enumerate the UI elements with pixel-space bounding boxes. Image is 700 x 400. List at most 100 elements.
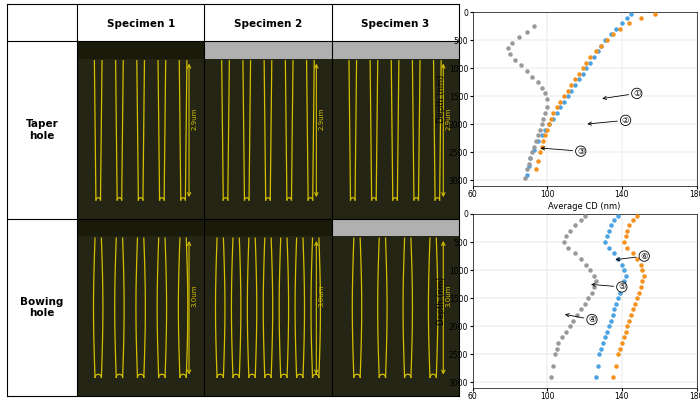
Point bbox=[612, 295, 624, 301]
Text: ①: ① bbox=[603, 89, 640, 100]
Point bbox=[570, 250, 581, 256]
Text: ④: ④ bbox=[566, 314, 596, 324]
Point bbox=[515, 62, 526, 68]
Point bbox=[622, 323, 633, 330]
Point bbox=[538, 116, 549, 122]
Point bbox=[612, 212, 624, 219]
Point bbox=[570, 82, 581, 88]
Point bbox=[618, 334, 629, 341]
Point bbox=[620, 272, 631, 279]
Point bbox=[587, 289, 598, 296]
Point bbox=[615, 26, 626, 32]
Point bbox=[599, 239, 610, 245]
Point bbox=[607, 31, 618, 38]
Point bbox=[540, 127, 551, 133]
Point bbox=[573, 76, 584, 82]
Point bbox=[547, 116, 559, 122]
Point bbox=[650, 10, 661, 17]
Point bbox=[624, 20, 635, 26]
Point bbox=[560, 329, 571, 335]
Point bbox=[534, 149, 545, 156]
Point bbox=[610, 26, 622, 32]
Point bbox=[603, 323, 615, 330]
Point bbox=[523, 160, 534, 167]
Point bbox=[615, 289, 626, 296]
Point bbox=[571, 312, 582, 318]
Point bbox=[564, 323, 575, 330]
Point bbox=[532, 79, 543, 85]
Point bbox=[562, 93, 573, 99]
Point bbox=[559, 93, 570, 99]
Y-axis label: Depth (nm): Depth (nm) bbox=[437, 75, 446, 123]
Point bbox=[521, 28, 532, 35]
Point bbox=[562, 87, 573, 94]
Point bbox=[560, 233, 571, 240]
Point bbox=[581, 59, 592, 66]
Point bbox=[579, 301, 590, 307]
X-axis label: Average CD (nm): Average CD (nm) bbox=[548, 202, 621, 211]
Point bbox=[545, 116, 557, 122]
Point bbox=[553, 340, 564, 346]
Point bbox=[581, 65, 592, 71]
Point bbox=[549, 351, 560, 358]
Point bbox=[540, 132, 551, 139]
Point bbox=[631, 212, 643, 219]
Point bbox=[540, 90, 551, 96]
Point bbox=[547, 362, 559, 369]
FancyBboxPatch shape bbox=[77, 219, 204, 396]
Point bbox=[588, 284, 599, 290]
Point bbox=[622, 228, 633, 234]
Point bbox=[506, 40, 517, 46]
Point bbox=[554, 104, 566, 111]
Point bbox=[627, 250, 638, 256]
Point bbox=[575, 256, 587, 262]
Point bbox=[526, 73, 538, 80]
Point bbox=[596, 346, 607, 352]
FancyBboxPatch shape bbox=[204, 219, 332, 236]
Point bbox=[624, 318, 635, 324]
Point bbox=[528, 144, 540, 150]
Point bbox=[543, 121, 554, 128]
Point bbox=[562, 244, 573, 251]
Point bbox=[631, 256, 643, 262]
Point bbox=[592, 362, 603, 369]
Point bbox=[521, 166, 532, 172]
Point bbox=[590, 48, 601, 54]
Point bbox=[590, 374, 601, 380]
Text: 3.0um: 3.0um bbox=[318, 285, 324, 307]
Text: Specimen 2: Specimen 2 bbox=[234, 20, 302, 30]
Point bbox=[601, 329, 612, 335]
Point bbox=[631, 295, 643, 301]
Point bbox=[603, 244, 615, 251]
Point bbox=[588, 54, 599, 60]
Point bbox=[538, 138, 549, 144]
Point bbox=[598, 340, 609, 346]
Point bbox=[559, 99, 570, 105]
Point bbox=[521, 172, 532, 178]
Point bbox=[615, 346, 626, 352]
FancyBboxPatch shape bbox=[332, 219, 459, 396]
Point bbox=[564, 228, 575, 234]
Point bbox=[532, 158, 543, 164]
Point bbox=[637, 267, 648, 273]
Point bbox=[504, 51, 515, 57]
Point bbox=[609, 216, 620, 223]
Point bbox=[594, 351, 605, 358]
Point bbox=[638, 272, 650, 279]
Point bbox=[528, 23, 540, 29]
Point bbox=[525, 155, 536, 161]
FancyBboxPatch shape bbox=[77, 41, 204, 219]
Point bbox=[519, 174, 531, 181]
Point bbox=[627, 306, 638, 313]
Text: 2.9um: 2.9um bbox=[445, 108, 452, 130]
Point bbox=[551, 346, 562, 352]
Text: ③: ③ bbox=[542, 147, 584, 156]
Point bbox=[577, 70, 588, 77]
Point bbox=[542, 96, 553, 102]
Point bbox=[547, 110, 559, 116]
Point bbox=[635, 284, 646, 290]
Text: 2.9um: 2.9um bbox=[191, 108, 197, 130]
Point bbox=[584, 267, 596, 273]
Point bbox=[605, 222, 616, 228]
Point bbox=[566, 87, 577, 94]
